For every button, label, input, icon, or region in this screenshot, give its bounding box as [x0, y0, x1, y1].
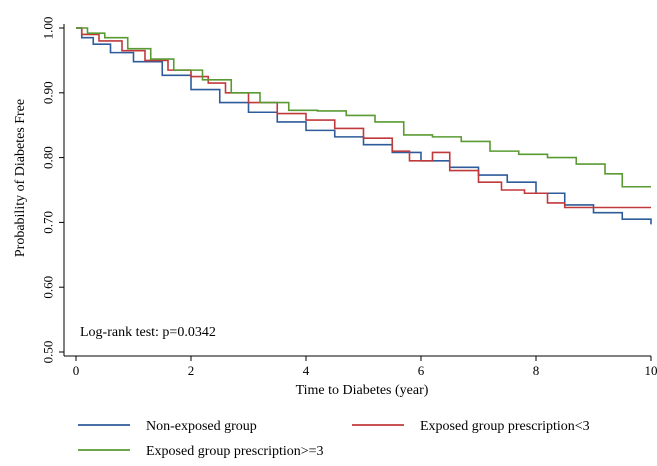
y-tick-label: 0.90 [41, 81, 56, 104]
y-tick-label: 0.80 [41, 146, 56, 169]
x-tick-label: 8 [533, 363, 540, 378]
y-axis-ticks: 0.50 0.60 0.70 0.80 0.90 1.00 [41, 17, 64, 364]
legend-label: Non-exposed group [146, 419, 257, 434]
x-tick-label: 10 [645, 363, 657, 378]
series-lines [76, 27, 652, 225]
legend-label: Exposed group prescription>=3 [146, 444, 324, 459]
x-tick-label: 2 [188, 363, 195, 378]
series-line-exposed-group-prescription-3 [76, 27, 651, 188]
legend: Non-exposed group Exposed group prescript… [78, 419, 590, 459]
y-axis-title: Probability of Diabetes Free [13, 99, 28, 257]
x-axis-ticks: 0 2 4 6 8 10 [73, 356, 657, 378]
legend-label: Exposed group prescription<3 [420, 419, 590, 434]
series-line-exposed-group-prescription-3 [76, 27, 651, 209]
y-tick-label: 0.60 [41, 276, 56, 299]
x-axis-title: Time to Diabetes (year) [296, 383, 429, 398]
y-tick-label: 1.00 [41, 17, 56, 40]
x-tick-label: 6 [418, 363, 425, 378]
y-tick-label: 0.50 [41, 341, 56, 364]
y-tick-label: 0.70 [41, 211, 56, 234]
series-line-non-exposed-group [76, 27, 652, 225]
log-rank-annotation: Log-rank test: p=0.0342 [80, 325, 216, 340]
x-tick-label: 0 [73, 363, 80, 378]
x-tick-label: 4 [303, 363, 310, 378]
